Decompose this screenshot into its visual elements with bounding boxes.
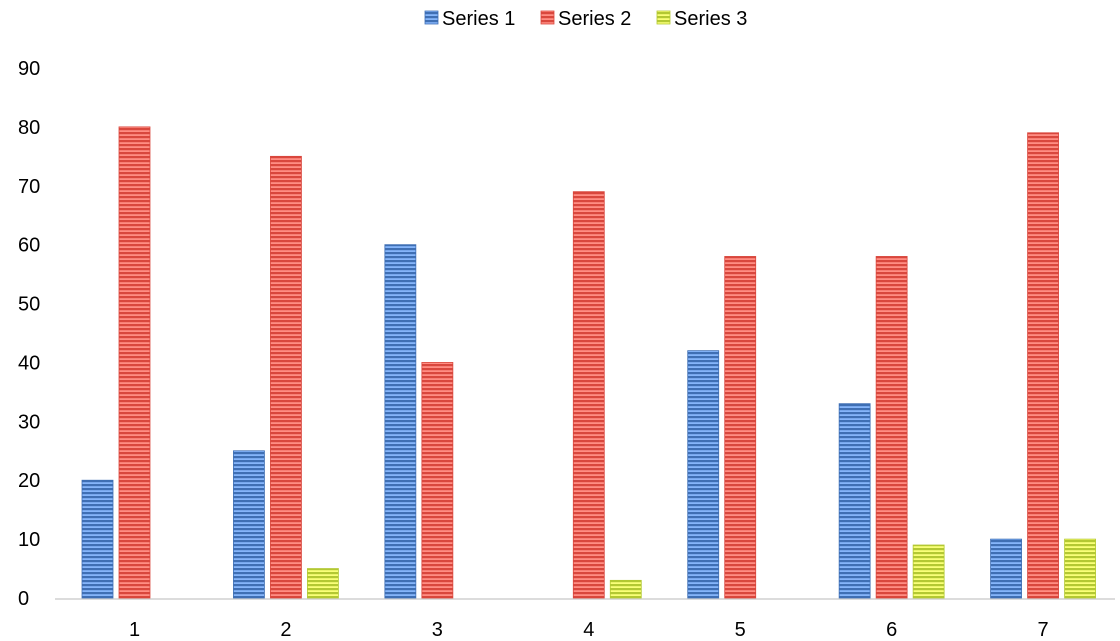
y-tick-label: 60 <box>18 235 40 257</box>
y-tick-label: 10 <box>18 529 40 551</box>
bar-series-2-cat-2 <box>270 155 302 599</box>
y-tick-label: 20 <box>18 470 40 492</box>
bars <box>81 126 1096 599</box>
y-tick-label: 50 <box>18 294 40 316</box>
x-tick-label: 2 <box>280 619 291 641</box>
x-tick-label: 6 <box>886 619 897 641</box>
bar-series-2-cat-1 <box>118 126 151 599</box>
bar-series-1-cat-1 <box>81 479 114 599</box>
y-tick-label: 90 <box>18 58 40 80</box>
y-axis: 0 10 20 30 40 50 60 70 80 90 <box>18 58 40 610</box>
x-tick-label: 4 <box>583 619 594 641</box>
bar-series-3-cat-7 <box>1064 538 1096 599</box>
y-tick-label: 30 <box>18 411 40 433</box>
bar-series-1-cat-6 <box>838 403 871 599</box>
y-tick-label: 0 <box>18 588 29 610</box>
y-tick-label: 40 <box>18 352 40 374</box>
x-tick-label: 7 <box>1038 619 1049 641</box>
bar-series-1-cat-3 <box>384 244 417 599</box>
legend: Series 1 Series 2 Series 3 <box>424 8 747 30</box>
y-tick-label: 70 <box>18 176 40 198</box>
legend-label-series-1: Series 1 <box>442 8 515 30</box>
bar-series-2-cat-3 <box>421 362 454 599</box>
bar-series-2-cat-5 <box>724 256 757 599</box>
bar-series-3-cat-2 <box>307 568 339 599</box>
bar-series-3-cat-4 <box>609 579 642 599</box>
bar-series-3-cat-6 <box>912 544 945 599</box>
bar-series-1-cat-5 <box>687 350 720 599</box>
bar-series-1-cat-2 <box>233 450 265 599</box>
legend-swatch-series-3 <box>656 10 671 25</box>
bar-series-2-cat-4 <box>572 191 605 599</box>
x-tick-label: 3 <box>432 619 443 641</box>
bar-series-2-cat-6 <box>875 256 908 599</box>
legend-swatch-series-1 <box>424 10 439 25</box>
x-tick-label: 1 <box>129 619 140 641</box>
legend-label-series-2: Series 2 <box>558 8 631 30</box>
legend-label-series-3: Series 3 <box>674 8 747 30</box>
legend-swatch-series-2 <box>540 10 555 25</box>
bar-series-2-cat-7 <box>1027 132 1059 599</box>
x-tick-label: 5 <box>735 619 746 641</box>
bar-series-1-cat-7 <box>990 538 1022 599</box>
x-axis: 1 2 3 4 5 6 7 <box>129 619 1049 641</box>
y-tick-label: 80 <box>18 117 40 139</box>
